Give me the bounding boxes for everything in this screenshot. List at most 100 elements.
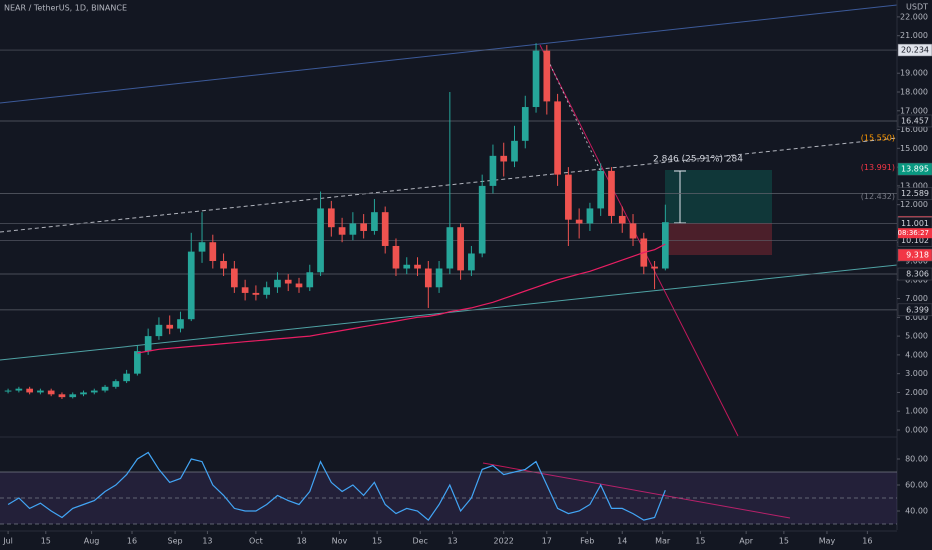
candle-body — [80, 392, 87, 395]
candle-body — [532, 50, 540, 108]
candle-body — [274, 279, 281, 288]
x-tick-label: 15 — [372, 537, 382, 546]
price-label: 12.589 — [901, 189, 929, 198]
x-tick-label: 14 — [617, 537, 627, 546]
y-tick-label: 4.000 — [905, 350, 928, 359]
y-tick-label: 18.000 — [900, 88, 928, 97]
long-target — [665, 170, 772, 223]
candle-body — [424, 268, 432, 288]
candle-body — [166, 324, 174, 329]
price-label-bg — [897, 248, 932, 262]
y-tick-label: 6.000 — [905, 313, 928, 322]
price-label: 16.457 — [901, 116, 929, 125]
channel-mid — [0, 137, 898, 233]
x-tick-label: 2022 — [494, 537, 514, 546]
currency: USDT — [906, 3, 928, 12]
y-tick-label: 3.000 — [905, 369, 928, 378]
candle-body — [69, 394, 77, 398]
candle-body — [500, 155, 508, 162]
x-tick-label: Mar — [655, 537, 671, 546]
price-label-bg — [897, 267, 932, 281]
candle-body — [662, 222, 669, 269]
candle-body — [134, 351, 141, 374]
measure-label: 2.846 (25.91%) 284 — [653, 155, 743, 165]
candle-body — [392, 245, 400, 269]
candle-body — [651, 266, 658, 269]
x-tick-label: Sep — [168, 537, 183, 546]
rsi-line — [7, 451, 666, 521]
price-label: 20.234 — [901, 46, 929, 55]
candle-body — [209, 242, 217, 261]
price-label: 8.306 — [906, 270, 929, 279]
rsi-tick-label: 80.00 — [905, 454, 928, 463]
price-note: (12.432) — [861, 192, 895, 201]
price-label-bg — [897, 114, 932, 128]
price-label-bg — [897, 187, 932, 200]
candle-body — [263, 287, 271, 295]
candle-body — [575, 219, 583, 224]
x-tick-label: Dec — [412, 537, 427, 546]
price-label: 11.001 — [901, 219, 929, 228]
y-tick-label: 16.000 — [900, 125, 928, 134]
candle-body — [371, 212, 378, 231]
candle-body — [187, 251, 195, 320]
y-tick-label: 13.000 — [900, 181, 928, 190]
price-note: (13.991) — [861, 163, 895, 172]
candle-body — [4, 390, 12, 392]
moving-average — [137, 243, 666, 354]
y-tick-label: 1.000 — [905, 407, 928, 416]
x-tick-label: Nov — [332, 537, 348, 546]
x-tick-label: May — [819, 537, 836, 546]
candle-body — [58, 394, 66, 398]
price-label: 9.318 — [906, 251, 929, 260]
price-label-bg — [897, 43, 932, 57]
candle-body — [414, 264, 421, 269]
candle-body — [37, 390, 44, 393]
candle-body — [349, 223, 357, 235]
candle-body — [295, 283, 303, 288]
candle-body — [360, 223, 367, 231]
candle-body — [231, 268, 238, 288]
y-tick-label: 22.000 — [900, 12, 928, 21]
y-tick-label: 19.000 — [900, 69, 928, 78]
symbol: NEAR / TetherUS, 1D, BINANCE — [4, 4, 127, 13]
candle-body — [446, 227, 454, 269]
candle-body — [403, 264, 411, 269]
candle-body — [608, 170, 615, 216]
rsi-tick-label: 40.00 — [905, 507, 928, 516]
y-tick-label: 7.000 — [905, 294, 928, 303]
x-tick-label: 17 — [542, 537, 552, 546]
candle-body — [478, 185, 486, 254]
y-tick-label: 21.000 — [900, 31, 928, 40]
candle-body — [597, 170, 605, 209]
x-tick-label: Apr — [739, 537, 754, 546]
candle-body — [554, 101, 561, 175]
candle-body — [489, 155, 497, 186]
candle-body — [144, 336, 152, 352]
x-tick-label: 15 — [41, 537, 51, 546]
y-tick-label: 0.000 — [905, 425, 928, 434]
x-tick-label: 13 — [202, 537, 212, 546]
candle-body — [26, 388, 33, 393]
countdown: 08:36:27 — [898, 229, 929, 237]
candle-body — [629, 223, 637, 239]
y-tick-label: 17.000 — [900, 106, 928, 115]
x-tick-label: 16 — [862, 537, 872, 546]
price-label: 10.102 — [901, 236, 929, 245]
candle-body — [521, 107, 529, 141]
candle-body — [198, 242, 206, 252]
price-note: (15.550) — [861, 134, 895, 143]
candle-body — [155, 324, 163, 337]
candle-body — [618, 215, 626, 224]
countdown-bg — [898, 228, 932, 239]
candle-body — [112, 381, 120, 387]
candle-body — [586, 208, 594, 224]
candle-body — [381, 212, 389, 246]
x-tick-label: 18 — [297, 537, 307, 546]
candle-body — [15, 388, 23, 391]
price-label-bg — [897, 162, 932, 176]
price-label: 13.895 — [901, 165, 929, 174]
x-tick-label: Oct — [249, 537, 263, 546]
